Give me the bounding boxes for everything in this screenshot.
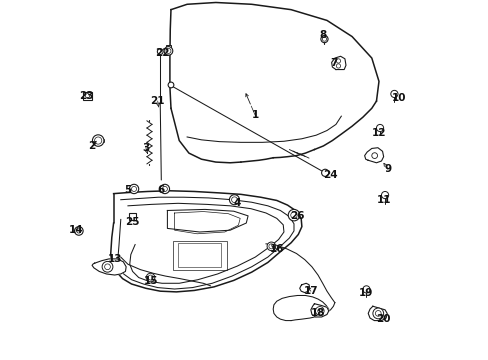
- Text: 16: 16: [269, 244, 284, 254]
- Polygon shape: [92, 259, 126, 275]
- Text: 26: 26: [290, 211, 304, 221]
- Text: 20: 20: [376, 314, 390, 324]
- Circle shape: [290, 212, 297, 219]
- Circle shape: [92, 135, 104, 146]
- Circle shape: [148, 275, 153, 280]
- Polygon shape: [331, 56, 346, 69]
- Circle shape: [160, 184, 169, 194]
- Circle shape: [77, 229, 81, 233]
- Circle shape: [376, 125, 383, 132]
- Text: 9: 9: [384, 164, 391, 174]
- Circle shape: [165, 48, 171, 53]
- Circle shape: [321, 169, 328, 176]
- Text: 24: 24: [323, 170, 337, 180]
- Text: 4: 4: [233, 198, 241, 208]
- Text: 19: 19: [359, 288, 373, 298]
- Text: 25: 25: [125, 217, 140, 227]
- Text: 14: 14: [68, 225, 83, 235]
- Text: 21: 21: [150, 96, 164, 106]
- Bar: [165, 45, 171, 51]
- Text: 17: 17: [303, 286, 318, 296]
- Circle shape: [372, 308, 383, 319]
- Polygon shape: [310, 304, 328, 317]
- Circle shape: [287, 210, 299, 221]
- Circle shape: [157, 49, 163, 54]
- Polygon shape: [367, 306, 386, 320]
- Circle shape: [362, 286, 369, 293]
- Circle shape: [336, 59, 340, 63]
- Circle shape: [381, 192, 388, 199]
- Text: 18: 18: [310, 309, 325, 318]
- Bar: [129, 213, 136, 220]
- Circle shape: [74, 226, 83, 235]
- Circle shape: [268, 244, 273, 249]
- Circle shape: [162, 186, 167, 192]
- Circle shape: [129, 184, 139, 194]
- Circle shape: [371, 153, 377, 158]
- Circle shape: [168, 82, 174, 88]
- Circle shape: [266, 242, 275, 251]
- Text: 7: 7: [330, 58, 337, 68]
- Text: 12: 12: [371, 128, 386, 138]
- Text: 6: 6: [157, 185, 164, 195]
- Circle shape: [164, 46, 172, 55]
- Circle shape: [104, 264, 110, 270]
- Text: 3: 3: [142, 143, 149, 153]
- Circle shape: [320, 36, 327, 42]
- Circle shape: [131, 186, 136, 192]
- Polygon shape: [364, 148, 383, 163]
- Circle shape: [317, 309, 321, 313]
- Circle shape: [375, 311, 380, 316]
- Text: 2: 2: [88, 141, 96, 151]
- Bar: [83, 92, 92, 100]
- Text: 8: 8: [319, 30, 326, 40]
- Circle shape: [390, 90, 397, 98]
- Circle shape: [102, 261, 113, 272]
- Circle shape: [336, 64, 340, 68]
- Text: 23: 23: [79, 91, 93, 101]
- Circle shape: [85, 94, 90, 98]
- Circle shape: [94, 137, 102, 144]
- Circle shape: [322, 37, 326, 41]
- Circle shape: [146, 273, 155, 282]
- Bar: [172, 241, 226, 270]
- Circle shape: [231, 197, 237, 203]
- Bar: [178, 243, 221, 267]
- Text: 13: 13: [108, 254, 122, 264]
- Circle shape: [315, 307, 324, 315]
- Text: 5: 5: [124, 185, 131, 195]
- Circle shape: [229, 195, 239, 205]
- Text: 15: 15: [144, 276, 158, 286]
- Text: 11: 11: [376, 195, 391, 205]
- Polygon shape: [299, 283, 309, 293]
- Text: 22: 22: [155, 48, 170, 58]
- Text: 10: 10: [391, 93, 405, 103]
- Text: 1: 1: [251, 111, 258, 121]
